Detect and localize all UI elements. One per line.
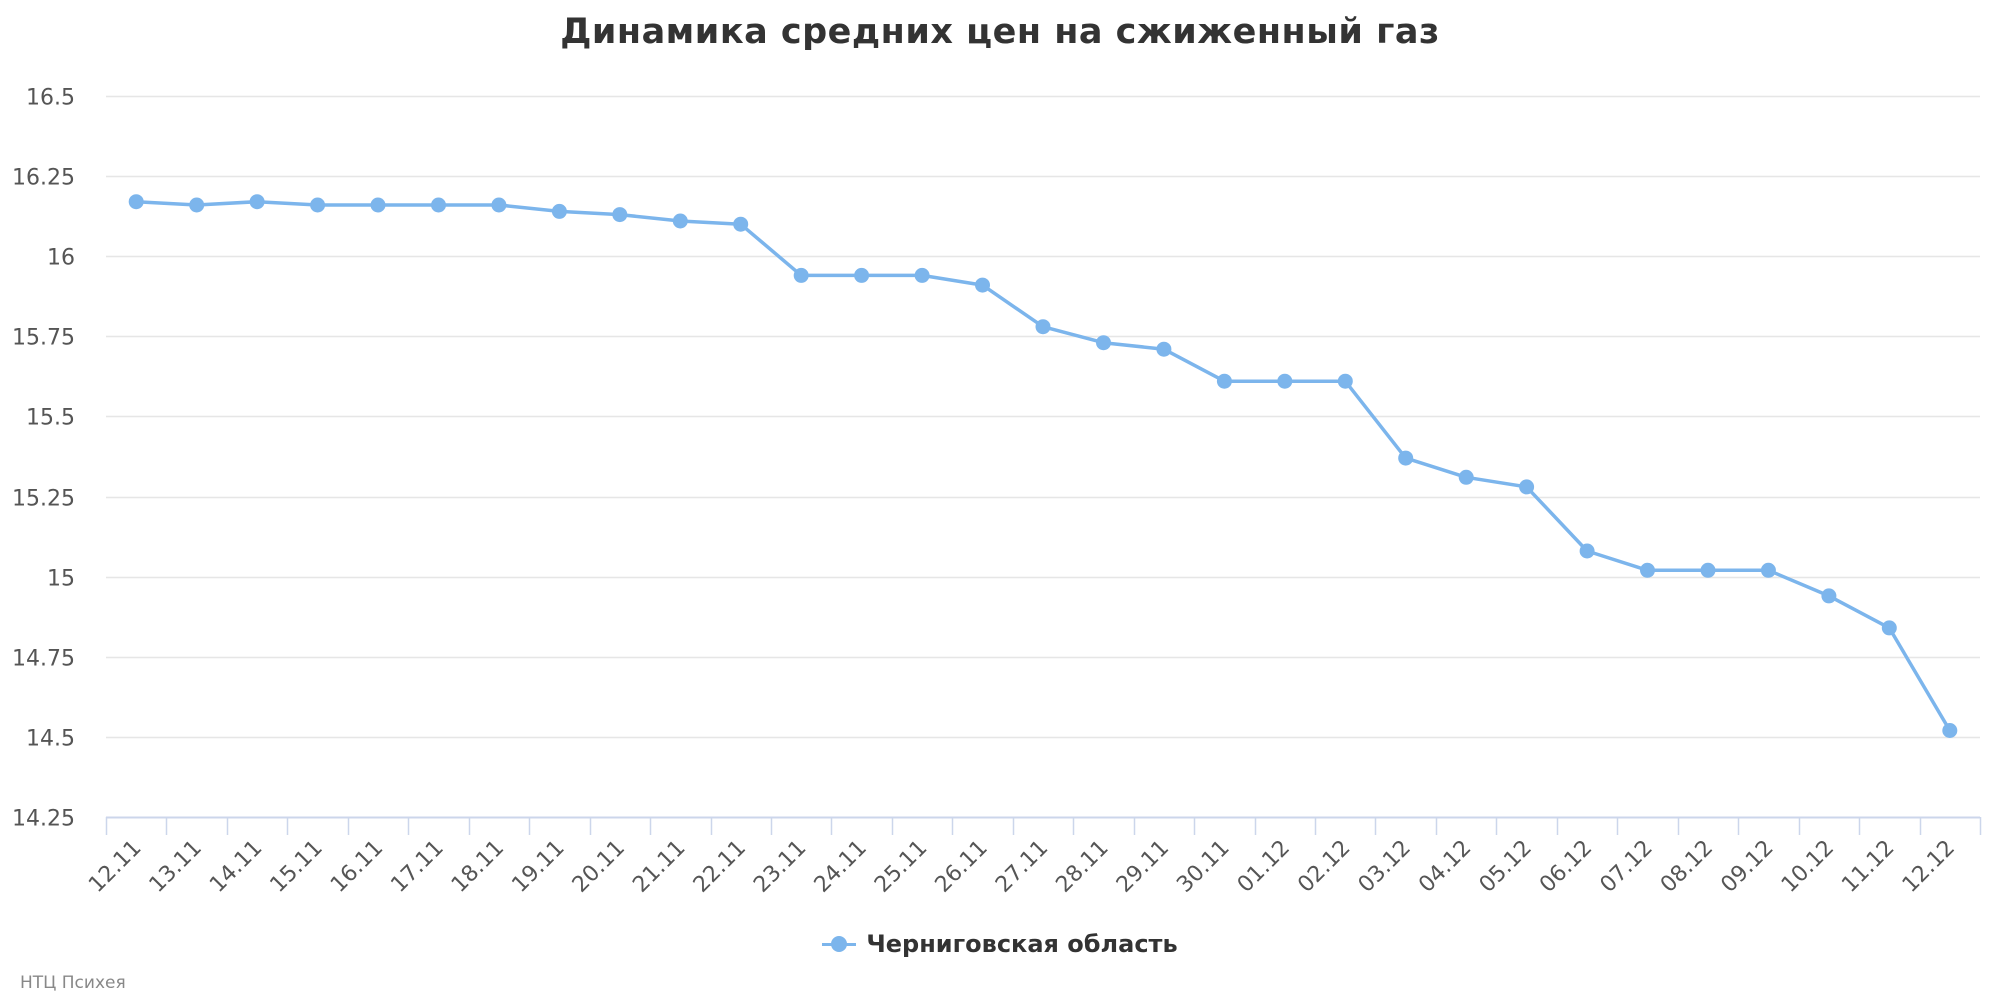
x-tick-label: 30.11	[1172, 836, 1234, 898]
y-axis: 16.5 16.25 16 15.75 15.5 15.25 15 14.75 14.5 14.2…	[12, 86, 75, 832]
legend-marker-icon	[822, 936, 857, 952]
x-tick-label: 20.11	[568, 836, 630, 898]
y-tick-label: 16	[47, 246, 75, 271]
x-tick-label: 19.11	[507, 836, 569, 898]
data-point[interactable]	[672, 213, 688, 229]
y-tick-label: 15	[47, 567, 75, 592]
credits[interactable]: НТЦ Психея	[20, 973, 126, 993]
x-axis: 12.1113.1114.1115.1116.1117.1118.1119.11…	[84, 816, 1982, 898]
y-tick-label: 14.25	[12, 807, 75, 832]
data-point[interactable]	[310, 197, 326, 213]
data-point[interactable]	[793, 267, 809, 283]
x-tick-label: 24.11	[810, 836, 872, 898]
data-point[interactable]	[1760, 562, 1776, 578]
legend-item[interactable]: Черниговская область	[822, 930, 1178, 958]
x-tick-label: 22.11	[689, 836, 751, 898]
data-point[interactable]	[128, 194, 144, 210]
data-point[interactable]	[975, 277, 990, 293]
y-tick-label: 16.25	[12, 166, 75, 191]
x-tick-label: 26.11	[931, 836, 993, 898]
data-point[interactable]	[1337, 373, 1353, 389]
data-point[interactable]	[1579, 543, 1595, 559]
x-tick-label: 03.12	[1354, 836, 1416, 898]
y-tick-label: 15.75	[12, 326, 75, 351]
x-tick-label: 10.12	[1777, 836, 1839, 898]
x-tick-label: 06.12	[1535, 836, 1597, 898]
data-point[interactable]	[1881, 620, 1897, 636]
x-tick-label: 02.12	[1293, 836, 1355, 898]
x-tick-label: 16.11	[326, 836, 388, 898]
x-tick-label: 09.12	[1716, 836, 1778, 898]
x-tick-label: 25.11	[870, 836, 932, 898]
data-point[interactable]	[1277, 373, 1293, 389]
data-point[interactable]	[189, 197, 205, 213]
data-point[interactable]	[1035, 319, 1051, 335]
x-tick-label: 27.11	[991, 836, 1053, 898]
x-tick-label: 15.11	[266, 836, 328, 898]
data-point[interactable]	[1096, 335, 1111, 351]
x-tick-label: 05.12	[1475, 836, 1537, 898]
data-point[interactable]	[854, 267, 870, 283]
data-point[interactable]	[1942, 723, 1958, 738]
x-tick-label: 28.11	[1051, 836, 1113, 898]
data-point[interactable]	[612, 207, 628, 223]
y-tick-label: 14.5	[26, 727, 75, 752]
x-tick-label: 04.12	[1414, 836, 1476, 898]
chart-title: Динамика средних цен на сжиженный газ	[560, 12, 1440, 52]
x-tick-label: 12.12	[1898, 836, 1960, 898]
x-tick-label: 11.12	[1837, 836, 1899, 898]
x-tick-label: 08.12	[1656, 836, 1718, 898]
data-point[interactable]	[431, 197, 446, 213]
data-point[interactable]	[914, 267, 930, 283]
data-point[interactable]	[1700, 562, 1716, 578]
x-tick-label: 07.12	[1596, 836, 1658, 898]
data-point[interactable]	[1640, 562, 1655, 578]
x-tick-label: 18.11	[447, 836, 509, 898]
legend-label: Черниговская область	[866, 930, 1178, 958]
data-point[interactable]	[370, 197, 386, 213]
data-point[interactable]	[249, 194, 265, 210]
y-tick-label: 16.5	[26, 86, 75, 111]
x-tick-label: 14.11	[205, 836, 267, 898]
x-tick-label: 17.11	[387, 836, 449, 898]
x-tick-label: 01.12	[1233, 836, 1295, 898]
x-tick-label: 29.11	[1112, 836, 1174, 898]
x-tick-label: 23.11	[749, 836, 811, 898]
y-tick-label: 15.25	[12, 487, 75, 512]
x-tick-label: 12.11	[84, 836, 146, 898]
x-tick-label: 21.11	[628, 836, 690, 898]
data-point[interactable]	[1821, 588, 1837, 604]
data-point[interactable]	[1519, 479, 1535, 495]
data-point[interactable]	[1398, 450, 1414, 466]
data-point[interactable]	[1156, 341, 1172, 357]
series-line	[134, 199, 1952, 733]
data-point[interactable]	[491, 197, 507, 213]
data-point[interactable]	[1216, 373, 1232, 389]
y-tick-label: 14.75	[12, 647, 75, 672]
data-point[interactable]	[551, 203, 567, 219]
series-cherigovskaya[interactable]	[128, 194, 1958, 738]
x-tick-label: 13.11	[145, 836, 207, 898]
data-point[interactable]	[733, 216, 749, 232]
legend[interactable]: Черниговская область	[0, 930, 2000, 958]
grid-lines	[106, 95, 1980, 739]
y-tick-label: 15.5	[26, 406, 75, 431]
data-point[interactable]	[1458, 469, 1474, 485]
